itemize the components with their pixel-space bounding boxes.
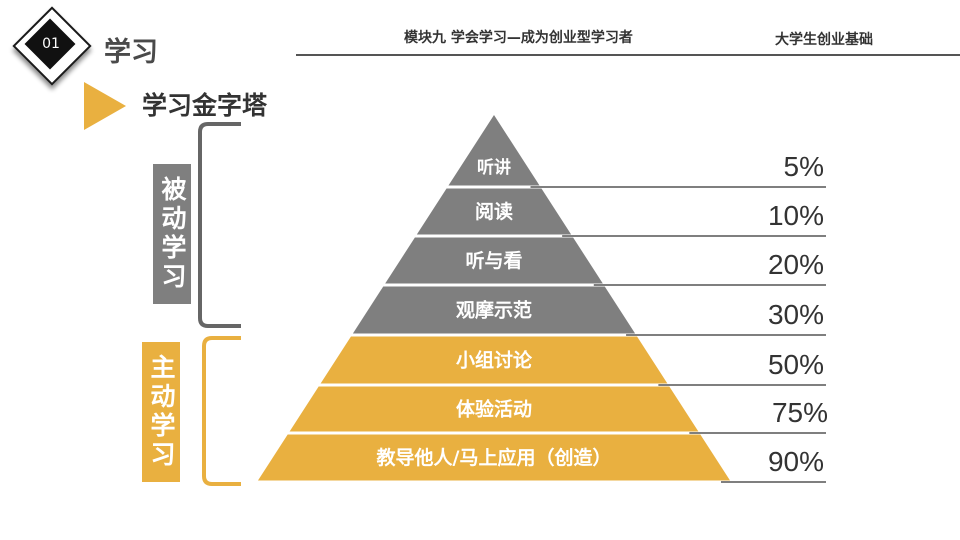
passive-learning-label: 被动学习 [153,164,191,304]
pyramid-level-label: 观摩示范 [456,299,532,322]
pyramid-level-label: 小组讨论 [456,349,533,372]
header-divider [296,54,960,56]
pyramid-level-6 [289,386,699,432]
pyramid-level-4 [352,286,636,334]
section-number: 01 [42,36,60,52]
pyramid-level-label: 听讲 [477,157,511,178]
retention-percentage: 90% [767,446,824,477]
pyramid-level-label: 教导他人/马上应用（创造） [377,446,612,469]
pyramid-level-2 [416,188,572,235]
course-title: 大学生创业基础 [775,32,873,48]
retention-percentage: 50% [767,349,824,380]
pyramid-level-1 [448,115,540,186]
section-title: 学习 [104,37,158,68]
subtitle-arrow-icon [84,82,126,130]
active-learning-label: 主动学习 [142,342,180,482]
slide-subtitle: 学习金字塔 [142,91,268,120]
pyramid-level-label: 阅读 [475,200,513,223]
module-title: 模块九 学会学习—成为创业型学习者 [404,30,633,46]
pyramid-level-7 [257,434,731,481]
pyramid-level-label: 体验活动 [456,398,532,421]
retention-percentage: 10% [767,200,824,231]
retention-percentage: 5% [783,151,824,182]
retention-percentage: 75% [771,397,828,428]
retention-percentage: 30% [767,299,824,330]
active-bracket [202,336,241,486]
pyramid-level-3 [385,237,603,284]
pyramid-level-5 [320,336,668,384]
pyramid-level-label: 听与看 [465,249,522,272]
retention-percentage: 20% [767,249,824,280]
passive-bracket [198,122,241,328]
